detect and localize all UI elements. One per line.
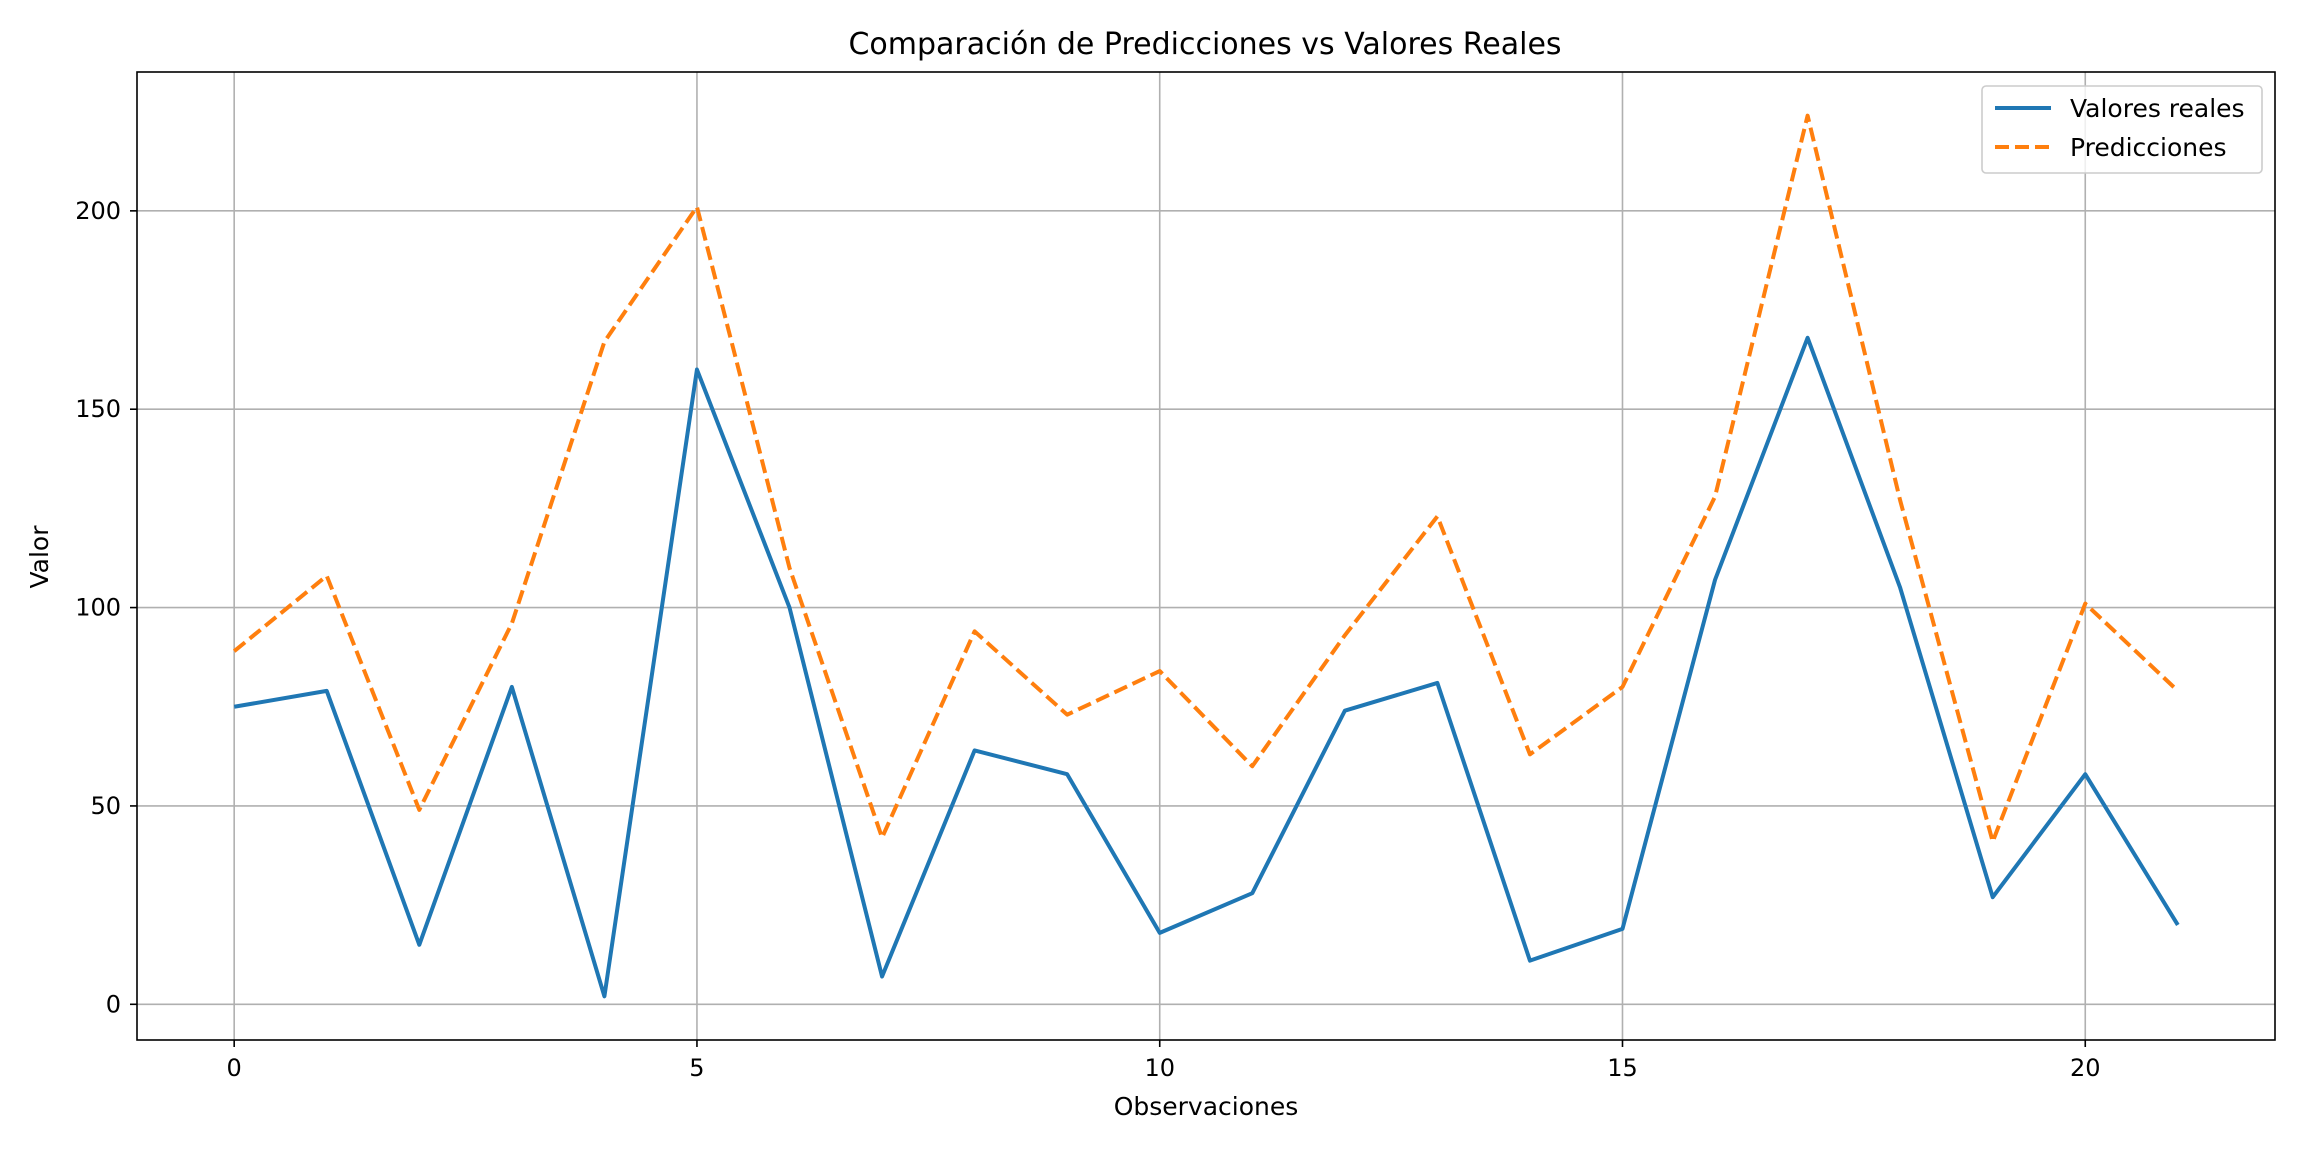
x-axis-label: Observaciones [1114, 1092, 1299, 1121]
y-tick-label: 200 [75, 197, 121, 225]
legend-label-predicciones: Predicciones [2070, 133, 2227, 162]
series-line-valores-reales [233, 335, 2180, 999]
legend-box [1981, 85, 2263, 174]
y-tick-label: 100 [75, 594, 121, 622]
x-tick-label: 0 [227, 1054, 242, 1082]
y-axis-label: Valor [25, 525, 54, 589]
x-tick-label: 20 [2070, 1054, 2101, 1082]
legend: Valores reales Predicciones [1981, 85, 2263, 174]
legend-label-valores-reales: Valores reales [2070, 94, 2245, 123]
chart-title: Comparación de Predicciones vs Valores R… [848, 27, 1561, 62]
x-tick-label: 10 [1144, 1054, 1175, 1082]
x-tick-label: 5 [689, 1054, 704, 1082]
plot-frame [136, 71, 2276, 1041]
x-tick-label: 15 [1607, 1054, 1638, 1082]
grid-layer [137, 72, 2275, 1040]
y-tick-label: 0 [106, 990, 121, 1018]
series-line-predicciones [232, 113, 2180, 844]
y-tick-label: 150 [75, 395, 121, 423]
y-tick-label: 50 [90, 792, 121, 820]
series-layer [232, 113, 2180, 999]
